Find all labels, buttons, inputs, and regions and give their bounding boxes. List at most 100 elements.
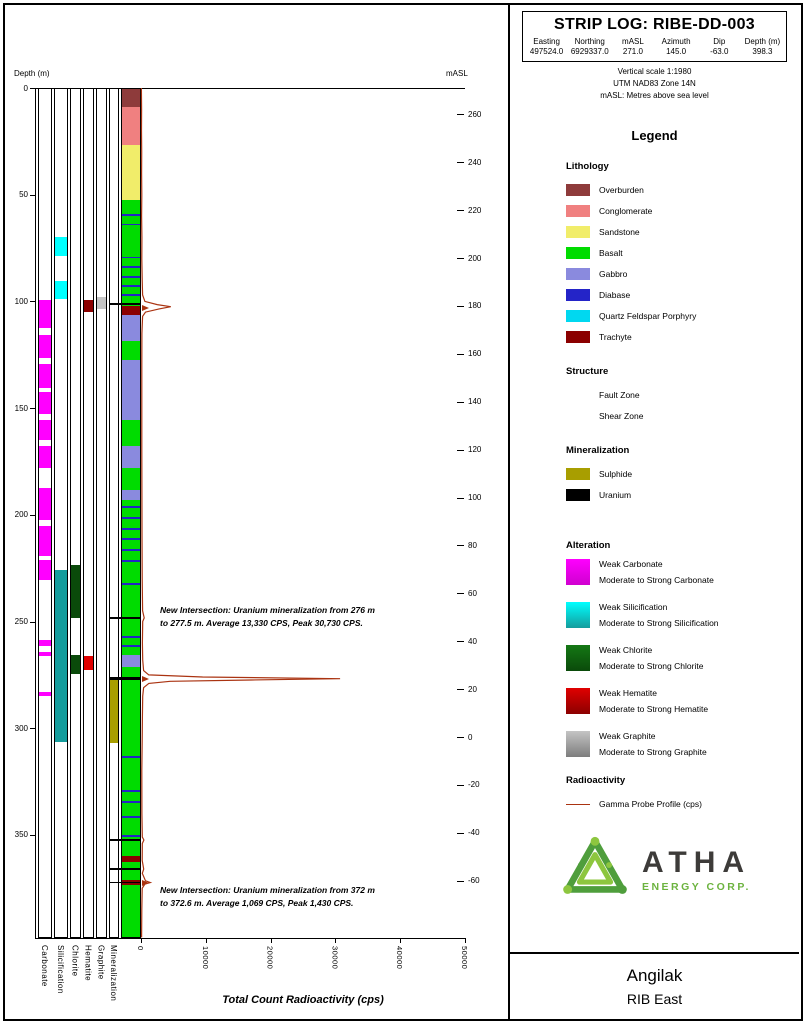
lith-interval-basalt xyxy=(121,666,141,857)
masl-tick-label: 260 xyxy=(468,109,482,119)
diabase-dike xyxy=(121,755,141,758)
map-notes: Vertical scale 1:1980 UTM NAD83 Zone 14N… xyxy=(510,66,799,102)
info-panel: STRIP LOG: RIBE-DD-003 Easting 497524.0 … xyxy=(508,5,799,952)
lith-interval-basalt xyxy=(121,862,141,880)
alteration-carbonate-weak xyxy=(38,299,52,329)
column-frame-chlorite xyxy=(70,88,81,938)
legend-label: Weak Hematite xyxy=(599,687,657,698)
legend-lithology-conglomerate-swatch xyxy=(566,205,590,218)
legend-lithology-sandstone-swatch xyxy=(566,226,590,239)
depth-tick xyxy=(30,301,35,303)
legend-structure-fault-zone-swatch xyxy=(566,389,590,402)
column-label-carbonate: Carbonate xyxy=(40,945,49,987)
legend-gamma-probe-profile-cps--label: Gamma Probe Profile (cps) xyxy=(599,799,702,810)
area-name: RIB East xyxy=(626,991,683,1007)
cps-tick-label: 0 xyxy=(136,946,145,951)
plot-bottom-spine xyxy=(35,938,465,939)
collar-depth: Depth (m) 398.3 xyxy=(744,37,781,57)
lith-interval-overburden xyxy=(121,88,141,107)
depth-tick-label: 350 xyxy=(14,830,28,840)
cps-tick xyxy=(335,938,337,943)
mineralization-heading: Mineralization xyxy=(566,444,630,456)
legend-lithology-trachyte-label: Trachyte xyxy=(599,332,632,343)
masl-tick xyxy=(457,305,464,307)
legend-structure-shear-zone-label: Shear Zone xyxy=(599,411,644,422)
alteration-carbonate-weak xyxy=(38,487,52,520)
legend-alteration-carbonate: Weak Carbonate Moderate to Strong Carbona… xyxy=(566,558,791,585)
masl-tick xyxy=(457,401,464,403)
column-frame-mineralization xyxy=(109,88,119,938)
masl-tick xyxy=(457,880,464,882)
alteration-heading: Alteration xyxy=(566,539,611,551)
lith-interval-trachyte xyxy=(121,856,141,863)
diabase-dike xyxy=(121,644,141,647)
radioactivity-heading: Radioactivity xyxy=(566,774,626,786)
collar-table: Easting 497524.0 Northing 6929337.0 mASL… xyxy=(525,37,784,58)
legend-lithology-trachyte: Trachyte xyxy=(566,327,791,348)
diabase-dike xyxy=(121,815,141,818)
masl-tick-label: -60 xyxy=(468,876,480,886)
diabase-dike xyxy=(121,800,141,803)
alteration-carbonate-weak xyxy=(38,334,52,358)
depth-tick xyxy=(30,194,35,196)
masl-tick xyxy=(457,210,464,212)
legend-structure-shear-zone: Shear Zone xyxy=(566,406,791,427)
depth-tick xyxy=(30,834,35,836)
masl-tick-label: -20 xyxy=(468,780,480,790)
intersection-annotation-2: New Intersection: Uranium mineralization… xyxy=(160,884,400,910)
utm-note: UTM NAD83 Zone 14N xyxy=(613,78,696,88)
cps-tick-label: 50000 xyxy=(460,946,469,970)
brand-tagline: ENERGY CORP. xyxy=(641,880,751,893)
masl-tick-label: 240 xyxy=(468,157,482,167)
page-title: STRIP LOG: RIBE-DD-003 xyxy=(554,16,755,33)
lith-interval-sandstone xyxy=(121,144,141,201)
legend-lithology-sandstone: Sandstone xyxy=(566,222,791,243)
cps-tick-label: 20000 xyxy=(265,946,275,970)
legend-lithology-gabbro-label: Gabbro xyxy=(599,269,628,280)
alteration-carbonate-weak xyxy=(38,525,52,556)
alteration-hematite-strong xyxy=(83,299,94,313)
masl-tick-label: 100 xyxy=(468,493,482,503)
masl-note: mASL: Metres above sea level xyxy=(600,90,709,100)
diabase-dike xyxy=(121,583,141,585)
legend-structure-shear-zone-swatch xyxy=(566,410,590,423)
lith-interval-gabbro xyxy=(121,490,141,501)
legend-label: Weak Chlorite xyxy=(599,644,653,655)
legend-mineralization-uranium-label: Uranium xyxy=(599,490,632,501)
legend-lithology-diabase: Diabase xyxy=(566,285,791,306)
masl-tick-label: 220 xyxy=(468,205,482,215)
radioactivity-items: Gamma Probe Profile (cps) xyxy=(566,794,791,815)
masl-tick-label: 80 xyxy=(468,540,477,550)
alteration-items: Weak Carbonate Moderate to Strong Carbona… xyxy=(566,558,791,757)
legend-lithology-gabbro-swatch xyxy=(566,268,590,281)
column-frame-lithology xyxy=(121,88,141,938)
legend-alteration-silicification-labels: Weak Silicification Moderate to Strong Si… xyxy=(599,602,719,628)
alteration-hematite-weak xyxy=(83,656,94,670)
lith-interval-basalt xyxy=(121,420,141,447)
masl-tick xyxy=(457,162,464,164)
masl-axis-label: mASL xyxy=(446,69,468,78)
diabase-dike xyxy=(121,256,141,259)
legend-alteration-chlorite-swatch xyxy=(566,644,590,671)
legend-lithology-overburden-label: Overburden xyxy=(599,185,644,196)
lith-interval-basalt xyxy=(121,200,141,307)
masl-tick xyxy=(457,449,464,451)
gamma-spike-marker xyxy=(142,879,149,886)
masl-tick-label: 140 xyxy=(468,397,482,407)
alteration-carbonate-weak xyxy=(38,691,52,696)
scale-note: Vertical scale 1:1980 xyxy=(617,66,692,76)
column-frame-hematite xyxy=(83,88,94,938)
uranium-band xyxy=(109,839,141,841)
cps-tick xyxy=(465,938,466,943)
alteration-silicification-weak xyxy=(54,236,68,256)
depth-axis-label: Depth (m) xyxy=(14,69,50,78)
masl-tick-label: 180 xyxy=(468,301,482,311)
masl-tick-label: -40 xyxy=(468,828,480,838)
legend-label: Moderate to Strong Chlorite xyxy=(599,660,704,671)
mineralization-items: Sulphide Uranium xyxy=(566,464,791,506)
cps-tick xyxy=(270,938,272,943)
diabase-dike xyxy=(121,213,141,216)
diabase-dike xyxy=(121,559,141,562)
atha-logo-icon xyxy=(558,831,632,910)
